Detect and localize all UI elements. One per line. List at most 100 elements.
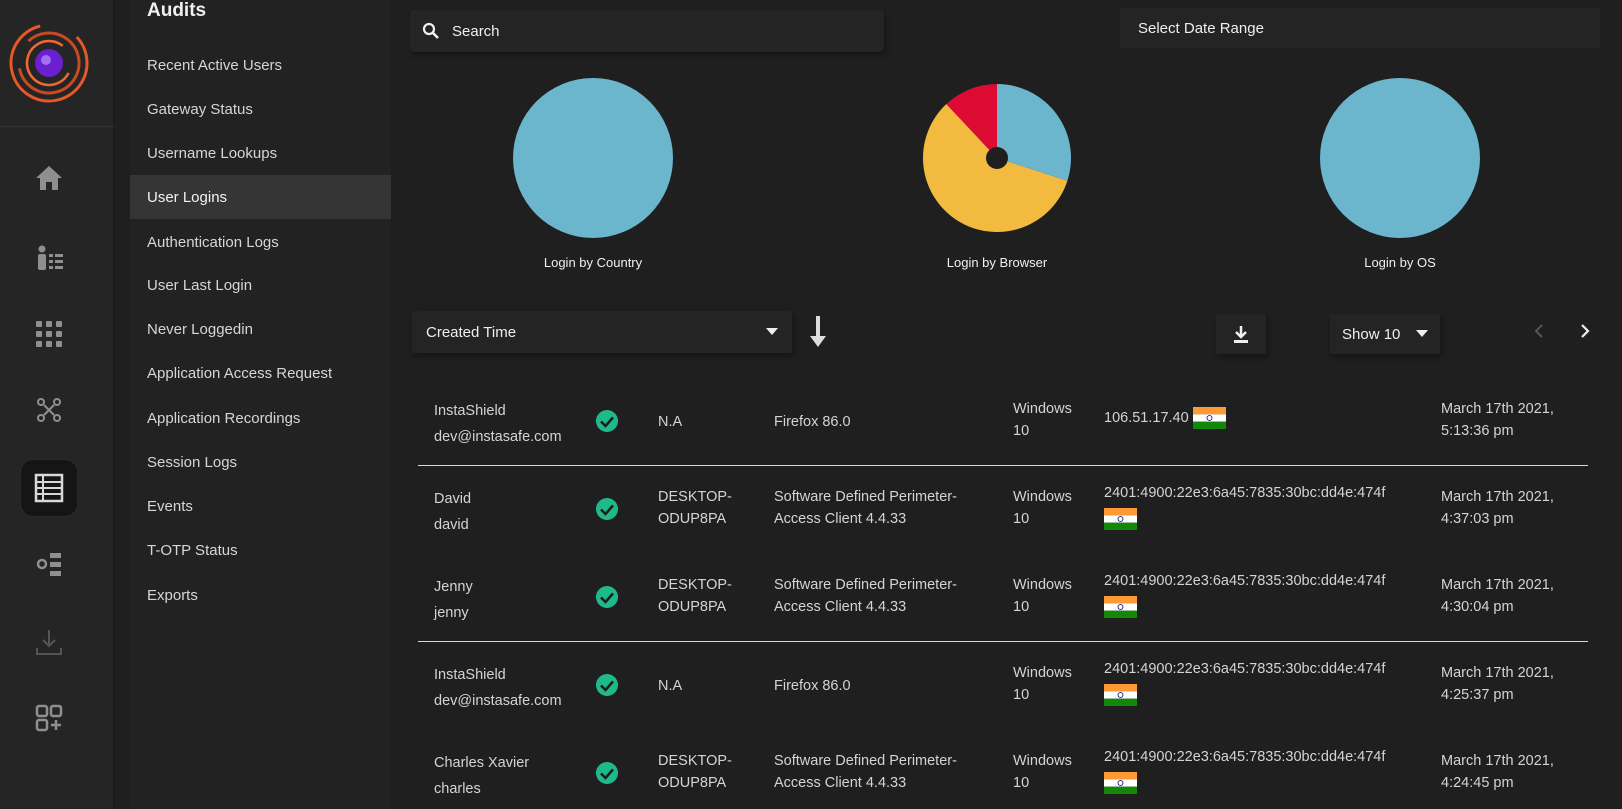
menu-item-events[interactable]: Events [147, 497, 193, 515]
menu-item-t-otp-status[interactable]: T-OTP Status [147, 541, 238, 559]
sort-direction-arrow-icon[interactable] [806, 314, 830, 350]
ip-cell: 2401:4900:22e3:6a45:7835:30bc:dd4e:474f [1104, 570, 1424, 618]
hostname: N.A [658, 414, 683, 430]
ip-address: 2401:4900:22e3:6a45:7835:30bc:dd4e:474f [1104, 485, 1386, 501]
created-time-cell: March 17th 2021, 5:13:36 pm [1441, 398, 1591, 442]
created-time-cell: March 17th 2021, 4:30:04 pm [1441, 574, 1591, 618]
pie-center-hole [986, 147, 1008, 169]
created-date: March 17th 2021, [1441, 665, 1554, 681]
user-login: dev@instasafe.com [434, 429, 562, 445]
host-cell: DESKTOP- ODUP8PA [658, 486, 758, 530]
client-name-cont: Access Client 4.4.33 [774, 775, 907, 791]
hostname-cont: ODUP8PA [658, 775, 727, 791]
client-cell: Firefox 86.0 [774, 398, 994, 446]
rail-add-apps[interactable] [21, 690, 77, 746]
table-row[interactable]: David david DESKTOP- ODUP8PA Software Def… [418, 466, 1588, 554]
menu-item-session-logs[interactable]: Session Logs [147, 453, 238, 471]
created-time: 5:13:36 pm [1441, 423, 1514, 439]
client-name: Firefox 86.0 [774, 678, 851, 694]
user-display-name: Charles Xavier [434, 755, 530, 771]
os-name: Windows [1013, 577, 1072, 593]
rail-downloads[interactable] [21, 614, 77, 670]
created-time-cell: March 17th 2021, 4:25:37 pm [1441, 662, 1591, 706]
created-time: 4:37:03 pm [1441, 511, 1514, 527]
chart-login-by-os: Login by OS [1300, 76, 1500, 270]
audits-submenu: Audits Recent Active Users Gateway Statu… [130, 0, 391, 809]
caret-down-icon [766, 328, 778, 335]
os-cell: Windows 10 [1013, 398, 1093, 442]
table-row[interactable]: Charles Xavier charles DESKTOP- ODUP8PA S… [418, 730, 1588, 809]
user-list-icon [38, 245, 63, 270]
menu-item-application-recordings[interactable]: Application Recordings [147, 409, 301, 427]
hostname: DESKTOP- [658, 753, 732, 769]
hostname-cont: ODUP8PA [658, 511, 727, 527]
os-cell: Windows 10 [1013, 662, 1093, 706]
search-input[interactable]: Search [410, 10, 884, 52]
client-cell: Software Defined Perimeter- Access Client… [774, 750, 994, 794]
menu-item-username-lookups[interactable]: Username Lookups [147, 144, 278, 162]
app-logo-icon[interactable] [6, 20, 92, 106]
table-row[interactable]: InstaShield dev@instasafe.com N.A Firefo… [418, 642, 1588, 730]
user-login: david [434, 517, 469, 533]
rail-users[interactable] [21, 230, 77, 286]
user-cell: InstaShield dev@instasafe.com [434, 398, 584, 450]
download-icon [36, 630, 62, 655]
host-cell: DESKTOP- ODUP8PA [658, 574, 758, 618]
prev-page-button[interactable] [1528, 316, 1550, 346]
rail-apps[interactable] [21, 306, 77, 362]
chart-caption: Login by Browser [946, 255, 1048, 270]
os-name: Windows [1013, 665, 1072, 681]
ip-cell: 106.51.17.40 [1104, 394, 1424, 442]
success-check-icon [596, 674, 618, 696]
client-name: Firefox 86.0 [774, 414, 851, 430]
caret-down-icon [1416, 330, 1428, 337]
created-date: March 17th 2021, [1441, 489, 1554, 505]
audit-log-icon [34, 473, 64, 503]
users-network-icon [37, 398, 61, 422]
client-name: Software Defined Perimeter- [774, 489, 957, 505]
page-size-select[interactable]: Show 10 [1330, 314, 1440, 354]
menu-item-user-last-login[interactable]: User Last Login [147, 276, 253, 294]
pie-login-by-browser [923, 84, 1071, 232]
menu-item-exports[interactable]: Exports [147, 586, 198, 604]
table-row[interactable]: InstaShield dev@instasafe.com N.A Firefo… [418, 378, 1588, 466]
download-button[interactable] [1216, 314, 1266, 354]
search-placeholder: Search [452, 22, 500, 40]
menu-item-gateway-status[interactable]: Gateway Status [147, 100, 253, 118]
menu-item-user-logins[interactable]: User Logins [130, 175, 391, 219]
user-cell: Jenny jenny [434, 574, 584, 626]
pie-slice[interactable] [946, 84, 997, 158]
created-time: 4:25:37 pm [1441, 687, 1514, 703]
success-check-icon [596, 410, 618, 432]
user-display-name: InstaShield [434, 667, 506, 683]
menu-item-application-access-request[interactable]: Application Access Request [147, 364, 333, 382]
rail-settings[interactable] [21, 536, 77, 592]
rail-home[interactable] [21, 150, 77, 206]
date-range-picker[interactable]: Select Date Range [1120, 8, 1600, 48]
pie-slice[interactable] [997, 84, 1071, 181]
client-cell: Firefox 86.0 [774, 662, 994, 710]
menu-item-never-loggedin[interactable]: Never Loggedin [147, 320, 253, 338]
created-time: 4:24:45 pm [1441, 775, 1514, 791]
chevron-left-icon [1534, 324, 1543, 338]
menu-item-authentication-logs[interactable]: Authentication Logs [147, 233, 279, 251]
client-cell: Software Defined Perimeter- Access Client… [774, 486, 994, 530]
os-name: Windows [1013, 753, 1072, 769]
india-flag-icon [1192, 407, 1226, 429]
rail-groups[interactable] [21, 382, 77, 438]
user-login: charles [434, 781, 481, 797]
table-row[interactable]: Jenny jenny DESKTOP- ODUP8PA Software Def… [418, 554, 1588, 642]
page-size-label: Show 10 [1342, 325, 1401, 343]
add-apps-icon [35, 704, 63, 732]
client-cell: Software Defined Perimeter- Access Client… [774, 574, 994, 618]
hostname-cont: ODUP8PA [658, 599, 727, 615]
menu-item-recent-active-users[interactable]: Recent Active Users [147, 56, 283, 74]
next-page-button[interactable] [1574, 316, 1596, 346]
os-cell: Windows 10 [1013, 574, 1093, 618]
sort-field-select[interactable]: Created Time [412, 311, 792, 353]
rail-audits[interactable] [21, 460, 77, 516]
pie-slice[interactable] [1320, 78, 1480, 238]
created-date: March 17th 2021, [1441, 753, 1554, 769]
ip-address: 106.51.17.40 [1104, 410, 1189, 426]
pie-slice[interactable] [513, 78, 673, 238]
